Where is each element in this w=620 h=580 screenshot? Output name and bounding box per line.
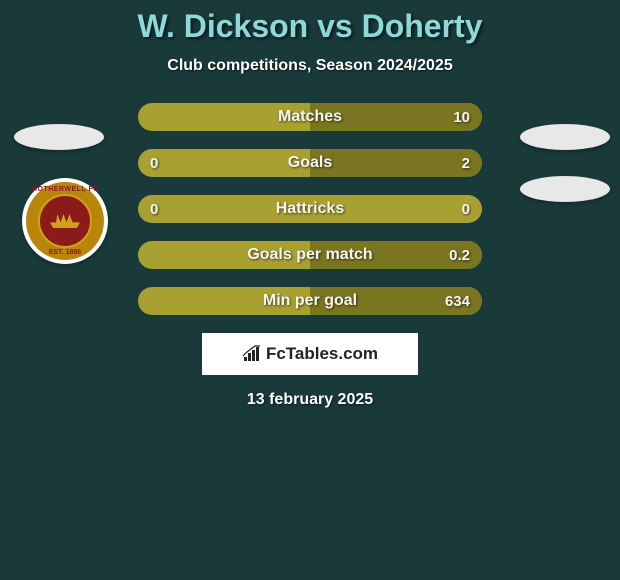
- player-right-avatar-placeholder-1: [520, 124, 610, 150]
- club-badge-left: MOTHERWELL FC EST. 1886: [22, 178, 118, 264]
- stat-label: Hattricks: [138, 200, 482, 218]
- stat-row-matches: Matches 10: [138, 103, 482, 131]
- brand-text: FcTables.com: [266, 344, 378, 364]
- comparison-card: W. Dickson vs Doherty Club competitions,…: [0, 0, 620, 409]
- badge-inner-circle: [38, 194, 92, 248]
- badge-est-year: EST. 1886: [49, 249, 81, 256]
- subtitle: Club competitions, Season 2024/2025: [0, 57, 620, 75]
- stat-row-min-per-goal: Min per goal 634: [138, 287, 482, 315]
- stat-value-right: 634: [445, 293, 470, 310]
- stat-label: Goals: [138, 154, 482, 172]
- stat-value-right: 10: [453, 109, 470, 126]
- stat-row-hattricks: 0 Hattricks 0: [138, 195, 482, 223]
- player-left-avatar-placeholder: [14, 124, 104, 150]
- badge-gold-ring: MOTHERWELL FC EST. 1886: [26, 182, 104, 260]
- bar-chart-icon: [242, 345, 262, 363]
- stat-value-right: 2: [462, 155, 470, 172]
- brand-attribution[interactable]: FcTables.com: [202, 333, 418, 375]
- stat-row-goals-per-match: Goals per match 0.2: [138, 241, 482, 269]
- badge-outer-ring: MOTHERWELL FC EST. 1886: [22, 178, 108, 264]
- stat-label: Min per goal: [138, 292, 482, 310]
- badge-club-name: MOTHERWELL FC: [31, 186, 99, 193]
- stat-value-right: 0.2: [449, 247, 470, 264]
- page-title: W. Dickson vs Doherty: [0, 8, 620, 45]
- stat-value-right: 0: [462, 201, 470, 218]
- stats-list: Matches 10 0 Goals 2 0 Hattricks 0 Goals…: [138, 103, 482, 315]
- snapshot-date: 13 february 2025: [0, 391, 620, 409]
- badge-ship-icon: [50, 214, 80, 228]
- player-right-avatar-placeholder-2: [520, 176, 610, 202]
- stat-label: Matches: [138, 108, 482, 126]
- stat-row-goals: 0 Goals 2: [138, 149, 482, 177]
- stat-label: Goals per match: [138, 246, 482, 264]
